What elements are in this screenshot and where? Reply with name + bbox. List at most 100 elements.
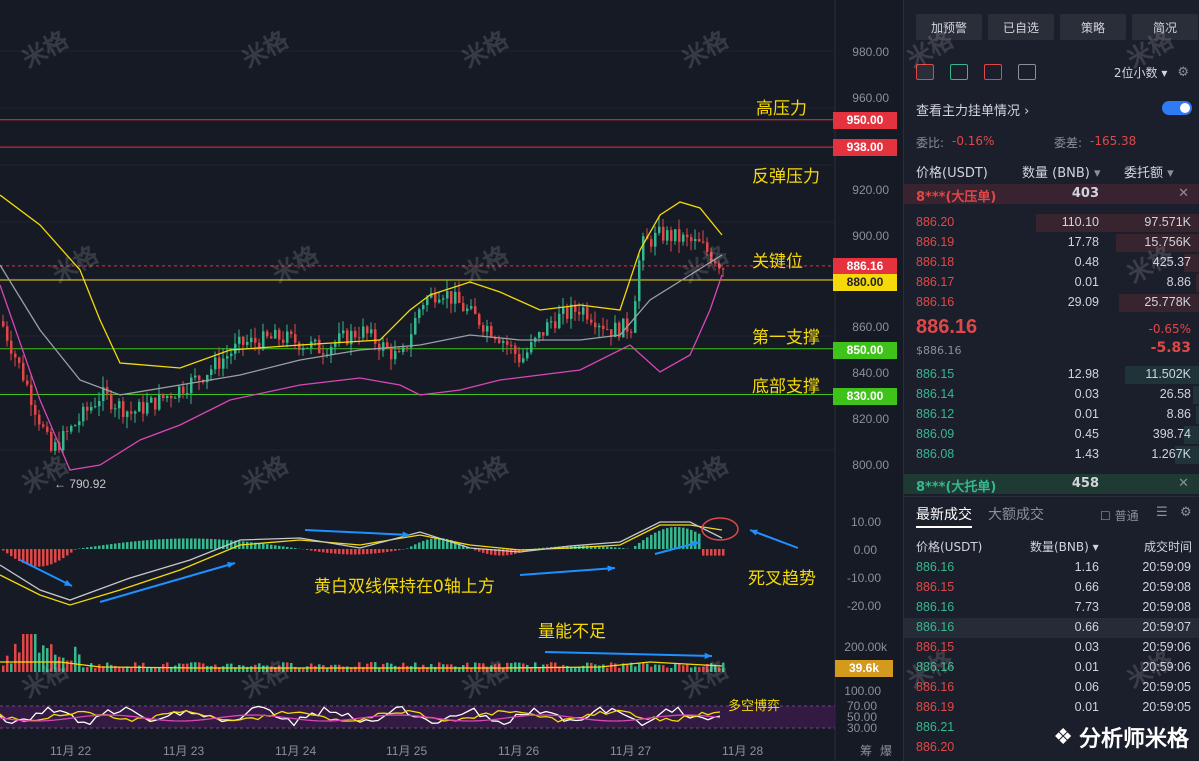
volume-bar	[514, 662, 517, 672]
candle-body	[270, 336, 273, 339]
watchlist-button[interactable]: 已自选	[988, 14, 1054, 40]
candle-body	[38, 414, 41, 425]
main-orders-link[interactable]: 查看主力挂单情况 ›	[916, 100, 1029, 119]
macd-bar	[82, 547, 85, 549]
low-price-marker: ← 790.92	[54, 477, 107, 491]
trade-row[interactable]: 886.16 0.01 20:59:06	[904, 658, 1199, 678]
candle-body	[26, 380, 29, 385]
macd-bar	[150, 539, 153, 549]
trade-qty: 0.01	[1074, 660, 1099, 674]
candle-body	[594, 322, 597, 328]
corner-label[interactable]: 筹	[860, 744, 873, 758]
normal-checkbox[interactable]: ☐ 普通	[1100, 507, 1139, 524]
annotation-arrow-head	[607, 565, 615, 572]
trade-row[interactable]: 886.21	[904, 718, 1199, 738]
trade-row[interactable]: 886.16 7.73 20:59:08	[904, 598, 1199, 618]
volume-bar	[678, 663, 681, 672]
order-amount: 97.571K	[1144, 215, 1191, 229]
tab-latest-trades[interactable]: 最新成交	[916, 507, 972, 523]
macd-bar	[678, 527, 681, 549]
candle-body	[690, 237, 693, 242]
trade-time: 20:59:08	[1142, 600, 1191, 614]
date-label: 11月 22	[50, 744, 92, 758]
candle-body	[558, 313, 561, 329]
tab-large-trades[interactable]: 大额成交	[988, 507, 1044, 523]
big-ask-value: 403	[1071, 186, 1099, 201]
trade-row[interactable]: 886.16 0.66 20:59:07	[904, 618, 1199, 638]
macd-bar	[170, 538, 173, 549]
big-ask-row[interactable]: 8***(大压单) 403 ✕	[904, 184, 1199, 205]
overview-button[interactable]: 简况	[1132, 14, 1198, 40]
macd-bar	[362, 549, 365, 555]
order-row[interactable]: 886.09 0.45 398.74	[904, 425, 1199, 445]
annotation-arrow	[654, 541, 701, 555]
trade-row[interactable]: 886.15 0.03 20:59:06	[904, 638, 1199, 658]
bids-only-icon[interactable]	[950, 64, 968, 80]
order-row[interactable]: 886.16 29.09 25.778K	[904, 293, 1199, 313]
close-icon[interactable]: ✕	[1178, 186, 1189, 201]
date-label: 11月 24	[275, 744, 317, 758]
volume-bar	[354, 666, 357, 672]
chart-area[interactable]: 980.00 960.00 920.00 900.00 860.00 840.0…	[0, 0, 903, 761]
candle-body	[346, 330, 349, 345]
order-row[interactable]: 886.20 110.10 97.571K	[904, 213, 1199, 233]
volume-bar	[458, 667, 461, 672]
candle-body	[722, 268, 725, 270]
order-qty: 17.78	[1067, 235, 1099, 249]
candle-body	[662, 226, 665, 241]
volume-bar	[474, 662, 477, 672]
filter-icon[interactable]: ☰	[1156, 505, 1168, 520]
volume-bar	[710, 663, 713, 672]
order-row[interactable]: 886.08 1.43 1.267K	[904, 445, 1199, 465]
high-resistance-label: 高压力	[756, 99, 807, 119]
main-orders-toggle[interactable]	[1162, 101, 1192, 115]
trade-row[interactable]: 886.19 0.01 20:59:05	[904, 698, 1199, 718]
trade-row[interactable]: 886.20	[904, 738, 1199, 758]
asks-only-icon[interactable]	[984, 64, 1002, 80]
settings-icon[interactable]: ⚙	[1180, 505, 1192, 520]
corner-label[interactable]: 爆	[880, 744, 893, 758]
strategy-button[interactable]: 策略	[1060, 14, 1126, 40]
candle-body	[214, 357, 217, 370]
volume-bar	[118, 667, 121, 672]
order-row[interactable]: 886.14 0.03 26.58	[904, 385, 1199, 405]
trade-row[interactable]: 886.16 1.16 20:59:09	[904, 558, 1199, 578]
volume-bar	[278, 665, 281, 672]
order-row[interactable]: 886.19 17.78 15.756K	[904, 233, 1199, 253]
trade-qty-header[interactable]: 数量(BNB) ▾	[1030, 538, 1099, 555]
order-row[interactable]: 886.15 12.98 11.502K	[904, 365, 1199, 385]
qty-column-header[interactable]: 数量 (BNB) ▾	[1022, 162, 1101, 181]
big-bid-row[interactable]: 8***(大托单) 458 ✕	[904, 474, 1199, 495]
trade-qty: 7.73	[1074, 600, 1099, 614]
candle-body	[638, 260, 641, 302]
order-row[interactable]: 886.17 0.01 8.86	[904, 273, 1199, 293]
annotation-arrow	[544, 651, 713, 657]
candle-body	[674, 229, 677, 242]
trade-row[interactable]: 886.15 0.66 20:59:08	[904, 578, 1199, 598]
candle-body	[258, 342, 261, 350]
decimals-select[interactable]: 2位小数 ▾	[1114, 64, 1168, 81]
candle-body	[402, 347, 405, 352]
order-row[interactable]: 886.12 0.01 8.86	[904, 405, 1199, 425]
add-alert-button[interactable]: 加预警	[916, 14, 982, 40]
macd-bar	[662, 529, 665, 549]
close-icon[interactable]: ✕	[1178, 476, 1189, 491]
amount-column-header[interactable]: 委托额 ▾	[1124, 162, 1174, 181]
volume-bar	[98, 664, 101, 672]
candle-body	[478, 314, 481, 326]
macd-bar	[18, 549, 21, 562]
price-tick: 900.00	[852, 229, 889, 243]
macd-bar	[438, 538, 441, 549]
both-sides-icon[interactable]	[916, 64, 934, 80]
trade-row[interactable]: 886.16 0.06 20:59:05	[904, 678, 1199, 698]
depth-icon[interactable]	[1018, 64, 1036, 80]
order-row[interactable]: 886.18 0.48 425.37	[904, 253, 1199, 273]
price-tick: 840.00	[852, 366, 889, 380]
macd-bar	[722, 549, 725, 556]
candle-body	[506, 341, 509, 345]
macd-bar	[622, 548, 625, 549]
settings-icon[interactable]: ⚙	[1177, 64, 1189, 80]
candlestick-chart[interactable]	[0, 0, 903, 761]
candle-body	[118, 401, 121, 409]
big-bid-label: 8***(大托单)	[916, 480, 997, 495]
